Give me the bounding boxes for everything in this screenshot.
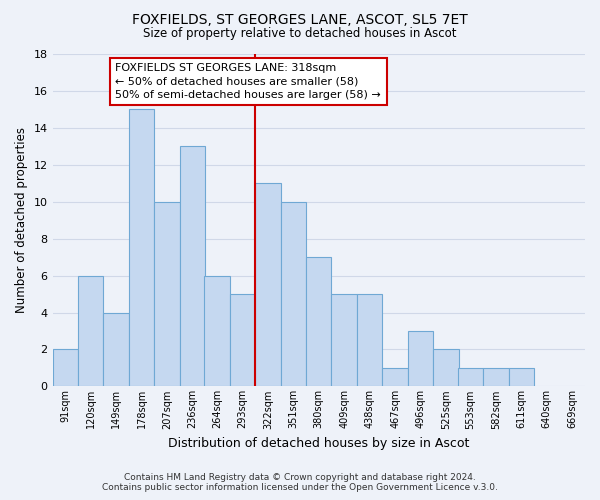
Bar bbox=[103, 312, 129, 386]
Bar bbox=[509, 368, 534, 386]
Bar bbox=[458, 368, 483, 386]
Text: Size of property relative to detached houses in Ascot: Size of property relative to detached ho… bbox=[143, 28, 457, 40]
X-axis label: Distribution of detached houses by size in Ascot: Distribution of detached houses by size … bbox=[168, 437, 469, 450]
Bar bbox=[154, 202, 180, 386]
Y-axis label: Number of detached properties: Number of detached properties bbox=[15, 127, 28, 313]
Bar bbox=[204, 276, 230, 386]
Bar bbox=[255, 184, 281, 386]
Text: Contains HM Land Registry data © Crown copyright and database right 2024.
Contai: Contains HM Land Registry data © Crown c… bbox=[102, 473, 498, 492]
Bar bbox=[331, 294, 357, 386]
Bar bbox=[53, 350, 78, 387]
Bar bbox=[230, 294, 255, 386]
Bar bbox=[483, 368, 509, 386]
Bar bbox=[306, 257, 331, 386]
Bar bbox=[180, 146, 205, 386]
Bar bbox=[408, 331, 433, 386]
Bar bbox=[78, 276, 103, 386]
Bar bbox=[281, 202, 306, 386]
Text: FOXFIELDS ST GEORGES LANE: 318sqm
← 50% of detached houses are smaller (58)
50% : FOXFIELDS ST GEORGES LANE: 318sqm ← 50% … bbox=[115, 63, 381, 100]
Bar bbox=[382, 368, 408, 386]
Text: FOXFIELDS, ST GEORGES LANE, ASCOT, SL5 7ET: FOXFIELDS, ST GEORGES LANE, ASCOT, SL5 7… bbox=[132, 12, 468, 26]
Bar bbox=[357, 294, 382, 386]
Bar bbox=[433, 350, 458, 387]
Bar bbox=[129, 110, 154, 386]
